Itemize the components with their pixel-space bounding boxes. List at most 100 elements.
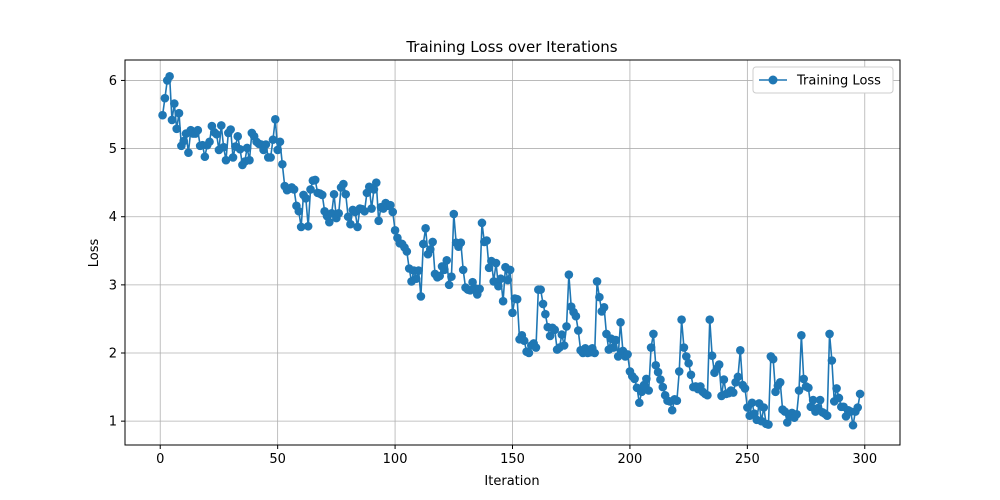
- x-tick-label: 50: [269, 452, 286, 467]
- data-point: [747, 398, 757, 408]
- data-point: [296, 222, 306, 232]
- data-point: [289, 185, 299, 194]
- plot-frame: [124, 59, 901, 446]
- data-point: [160, 93, 170, 103]
- data-point: [221, 155, 231, 165]
- y-tick-label: 2: [109, 347, 117, 362]
- data-point: [599, 303, 609, 312]
- data-point: [170, 99, 179, 108]
- data-point: [226, 125, 235, 134]
- data-point: [228, 153, 238, 162]
- data-point: [421, 224, 430, 233]
- data-point: [442, 256, 452, 265]
- data-point: [740, 384, 750, 393]
- data-point: [343, 212, 353, 222]
- data-point: [491, 258, 501, 268]
- data-point: [325, 217, 334, 227]
- y-tick-label: 3: [109, 278, 117, 293]
- data-point: [609, 343, 618, 352]
- data-point: [301, 194, 311, 203]
- data-point: [503, 275, 513, 285]
- y-axis-label: Loss: [87, 239, 102, 268]
- data-point: [219, 142, 228, 152]
- data-point: [571, 311, 581, 321]
- data-point: [590, 348, 599, 358]
- data-point: [179, 136, 189, 146]
- data-point: [158, 110, 167, 120]
- chart-title: Training Loss over Iterations: [405, 38, 617, 56]
- data-point: [736, 345, 745, 355]
- data-point: [541, 309, 550, 319]
- data-point: [275, 137, 285, 147]
- data-point: [402, 247, 412, 256]
- data-point: [205, 137, 214, 147]
- data-point: [623, 350, 632, 359]
- x-tick-label: 200: [618, 452, 643, 467]
- legend-box: [752, 66, 894, 94]
- data-point: [797, 330, 806, 340]
- data-point: [475, 284, 484, 294]
- data-point: [482, 236, 491, 245]
- data-point: [386, 200, 395, 210]
- data-point: [216, 121, 226, 130]
- data-point: [595, 292, 604, 302]
- legend: Training Loss: [752, 66, 894, 94]
- data-point: [592, 277, 602, 286]
- grid-lines: [125, 60, 900, 445]
- data-point: [733, 372, 743, 382]
- data-point: [822, 411, 832, 421]
- data-point: [714, 360, 724, 369]
- data-point: [273, 145, 282, 155]
- data-point: [649, 329, 658, 339]
- data-point: [616, 318, 625, 327]
- data-point: [268, 135, 278, 145]
- data-point: [329, 189, 339, 199]
- data-point: [212, 129, 221, 139]
- data-point: [346, 219, 355, 229]
- data-point: [184, 148, 193, 157]
- data-point: [677, 315, 686, 324]
- data-point: [167, 115, 177, 125]
- data-point: [271, 114, 280, 124]
- data-point: [426, 245, 435, 254]
- data-point: [707, 351, 717, 361]
- data-point: [512, 294, 522, 304]
- training-loss-points: [158, 72, 865, 430]
- data-point: [418, 239, 428, 249]
- y-tick-label: 1: [109, 415, 117, 430]
- data-point: [317, 190, 327, 200]
- data-point: [165, 72, 174, 81]
- data-point: [531, 343, 541, 352]
- data-point: [388, 207, 398, 217]
- data-point: [656, 375, 665, 384]
- data-point: [306, 185, 315, 194]
- data-point: [414, 266, 423, 275]
- data-point: [367, 204, 376, 213]
- data-point: [477, 218, 487, 228]
- data-point: [498, 296, 508, 306]
- legend-label: Training Loss: [796, 74, 881, 89]
- data-point: [653, 367, 663, 377]
- data-point: [193, 125, 203, 135]
- data-point: [524, 348, 534, 358]
- data-point: [853, 403, 863, 412]
- data-point: [808, 395, 818, 405]
- x-axis-label: Iteration: [484, 474, 539, 489]
- data-point: [334, 209, 344, 218]
- data-point: [804, 383, 813, 393]
- data-point: [353, 222, 362, 232]
- data-point: [642, 374, 651, 384]
- data-point: [681, 352, 691, 361]
- data-point: [611, 335, 621, 345]
- data-point: [764, 420, 773, 429]
- data-point: [635, 398, 644, 408]
- data-point: [827, 356, 837, 365]
- data-point: [559, 341, 569, 350]
- data-point: [411, 274, 421, 284]
- data-point: [848, 420, 858, 430]
- x-tick-label: 300: [852, 452, 877, 467]
- data-point: [174, 108, 184, 118]
- x-tick-label: 150: [500, 452, 525, 467]
- data-point: [538, 299, 548, 309]
